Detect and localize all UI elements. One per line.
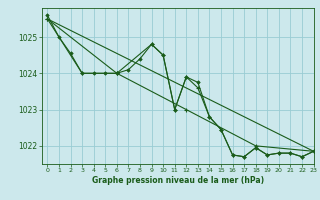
X-axis label: Graphe pression niveau de la mer (hPa): Graphe pression niveau de la mer (hPa) bbox=[92, 176, 264, 185]
